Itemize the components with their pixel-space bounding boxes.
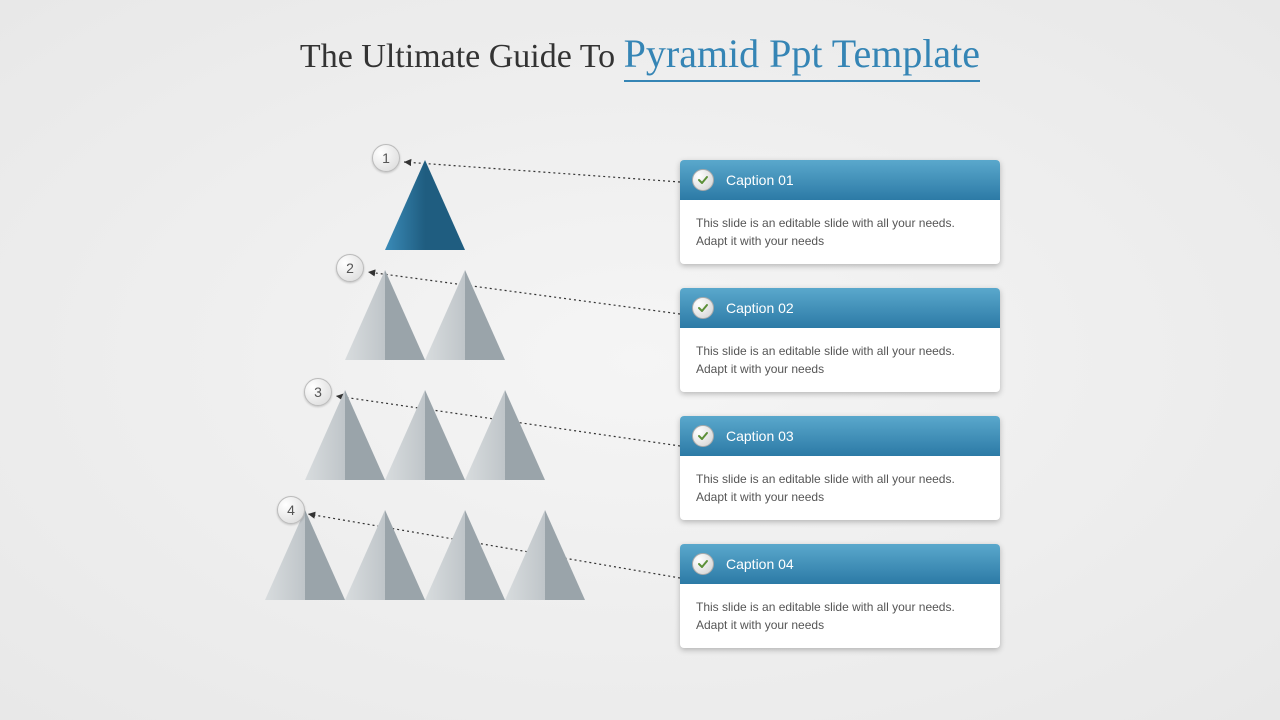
caption-title: Caption 01	[726, 172, 794, 188]
pyramid-badge-4: 4	[277, 496, 305, 524]
check-icon	[692, 169, 714, 191]
pyramid-block	[385, 390, 465, 480]
check-icon	[692, 553, 714, 575]
caption-body: This slide is an editable slide with all…	[680, 200, 1000, 264]
pyramid-block	[345, 510, 425, 600]
pyramid-row-2	[265, 270, 585, 360]
pyramid-badge-3: 3	[304, 378, 332, 406]
caption-title: Caption 02	[726, 300, 794, 316]
pyramid-block	[425, 510, 505, 600]
pyramid-block	[465, 390, 545, 480]
caption-header: Caption 02	[680, 288, 1000, 328]
caption-body: This slide is an editable slide with all…	[680, 584, 1000, 648]
check-icon	[692, 297, 714, 319]
caption-body: This slide is an editable slide with all…	[680, 328, 1000, 392]
pyramid-block	[265, 510, 345, 600]
caption-card-2: Caption 02 This slide is an editable sli…	[680, 288, 1000, 392]
caption-header: Caption 01	[680, 160, 1000, 200]
caption-card-1: Caption 01 This slide is an editable sli…	[680, 160, 1000, 264]
title-prefix: The Ultimate Guide To	[300, 38, 624, 75]
pyramid-row-4	[265, 510, 585, 600]
check-icon	[692, 425, 714, 447]
caption-header: Caption 04	[680, 544, 1000, 584]
pyramid-block	[345, 270, 425, 360]
pyramid-top-block	[385, 160, 465, 250]
caption-body: This slide is an editable slide with all…	[680, 456, 1000, 520]
connectors-layer	[0, 0, 1280, 720]
caption-header: Caption 03	[680, 416, 1000, 456]
caption-title: Caption 03	[726, 428, 794, 444]
pyramid-block	[425, 270, 505, 360]
caption-title: Caption 04	[726, 556, 794, 572]
pyramid-badge-2: 2	[336, 254, 364, 282]
pyramid-row-1	[265, 160, 585, 250]
slide-title: The Ultimate Guide To Pyramid Ppt Templa…	[0, 30, 1280, 77]
caption-card-4: Caption 04 This slide is an editable sli…	[680, 544, 1000, 648]
caption-list: Caption 01 This slide is an editable sli…	[680, 160, 1000, 672]
caption-card-3: Caption 03 This slide is an editable sli…	[680, 416, 1000, 520]
title-highlight: Pyramid Ppt Template	[624, 31, 980, 82]
pyramid-block	[505, 510, 585, 600]
pyramid-badge-1: 1	[372, 144, 400, 172]
